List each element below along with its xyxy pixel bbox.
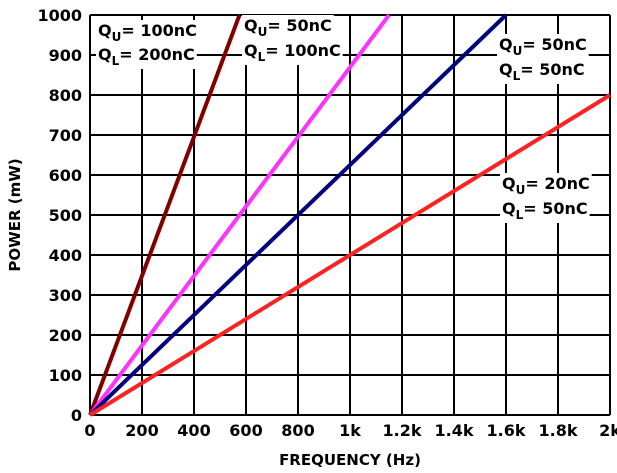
x-axis-title: FREQUENCY (Hz) bbox=[279, 451, 421, 469]
x-tick-label: 400 bbox=[177, 421, 210, 440]
x-tick-label: 1.2k bbox=[383, 421, 422, 440]
series-2-label-line-2: QL= 100nC bbox=[242, 40, 343, 65]
series-lines bbox=[88, 13, 612, 417]
x-tick-label: 800 bbox=[281, 421, 314, 440]
svg-text:QL= 100nC: QL= 100nC bbox=[244, 41, 341, 64]
y-tick-label: 0 bbox=[71, 406, 82, 425]
series-2-label-line-1: QU= 50nC bbox=[242, 15, 334, 40]
x-tick-label: 1k bbox=[339, 421, 361, 440]
series-1-label-line-2: QL= 200nC bbox=[96, 44, 197, 69]
x-tick-label: 600 bbox=[229, 421, 262, 440]
x-tick-label: 0 bbox=[84, 421, 95, 440]
x-tick-label: 1.8k bbox=[539, 421, 578, 440]
y-axis-ticks: 0 100 200 300 400 500 600 700 800 900 1000 bbox=[37, 6, 82, 425]
y-tick-label: 900 bbox=[49, 46, 82, 65]
series-line-2 bbox=[88, 13, 391, 417]
series-line-4 bbox=[88, 93, 612, 417]
y-tick-label: 500 bbox=[49, 206, 82, 225]
series-4-label-line-2: QL= 50nC bbox=[500, 198, 590, 223]
svg-text:QL= 50nC: QL= 50nC bbox=[499, 60, 585, 83]
series-3-label-line-1: QU= 50nC bbox=[497, 34, 589, 59]
series-4-label-line-1: QU= 20nC bbox=[500, 173, 592, 198]
svg-text:QL= 50nC: QL= 50nC bbox=[502, 199, 588, 222]
svg-text:QU= 50nC: QU= 50nC bbox=[244, 16, 332, 39]
y-tick-label: 400 bbox=[49, 246, 82, 265]
x-tick-label: 1.4k bbox=[435, 421, 474, 440]
y-tick-label: 100 bbox=[49, 366, 82, 385]
svg-text:QU= 20nC: QU= 20nC bbox=[502, 174, 590, 197]
series-line-1 bbox=[88, 14, 242, 416]
y-tick-label: 700 bbox=[49, 126, 82, 145]
series-3-label-line-2: QL= 50nC bbox=[497, 59, 587, 84]
y-tick-label: 1000 bbox=[37, 6, 82, 25]
svg-text:QL= 200nC: QL= 200nC bbox=[98, 45, 195, 68]
y-tick-label: 600 bbox=[49, 166, 82, 185]
x-tick-label: 1.6k bbox=[487, 421, 526, 440]
x-tick-label: 200 bbox=[125, 421, 158, 440]
svg-text:QU= 100nC: QU= 100nC bbox=[98, 21, 197, 44]
y-tick-label: 300 bbox=[49, 286, 82, 305]
svg-text:QU= 50nC: QU= 50nC bbox=[499, 35, 587, 58]
y-tick-label: 200 bbox=[49, 326, 82, 345]
grid bbox=[89, 14, 611, 416]
y-tick-label: 800 bbox=[49, 86, 82, 105]
x-tick-label: 2k bbox=[599, 421, 617, 440]
series-1-label-line-1: QU= 100nC bbox=[96, 20, 199, 45]
series-line-3 bbox=[88, 13, 508, 417]
y-axis-title: POWER (mW) bbox=[6, 158, 24, 271]
x-axis-ticks: 0 200 400 600 800 1k 1.2k 1.4k 1.6k 1.8k 2k bbox=[84, 421, 617, 440]
